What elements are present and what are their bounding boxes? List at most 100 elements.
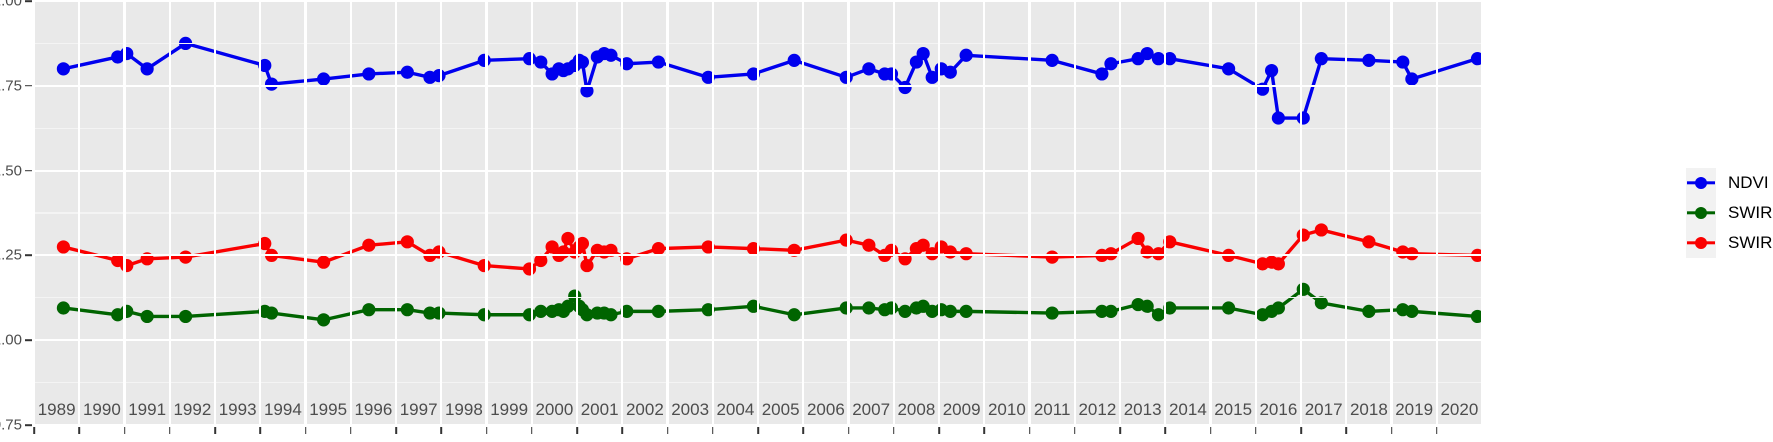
- data-point[interactable]: [400, 65, 414, 79]
- data-point[interactable]: [1405, 304, 1419, 318]
- data-point[interactable]: [1362, 304, 1376, 318]
- data-point[interactable]: [258, 236, 272, 251]
- data-point[interactable]: [1045, 250, 1059, 264]
- data-point[interactable]: [1140, 46, 1154, 61]
- data-point[interactable]: [1095, 304, 1109, 318]
- data-point[interactable]: [1163, 301, 1177, 315]
- data-point[interactable]: [701, 303, 715, 317]
- data-point[interactable]: [561, 231, 575, 246]
- data-point[interactable]: [534, 304, 548, 318]
- data-point[interactable]: [1045, 53, 1059, 67]
- data-point[interactable]: [701, 70, 715, 84]
- data-point[interactable]: [959, 304, 973, 318]
- data-point[interactable]: [1104, 304, 1118, 318]
- data-point[interactable]: [1163, 235, 1177, 249]
- data-point[interactable]: [140, 62, 154, 76]
- data-point[interactable]: [1163, 52, 1177, 66]
- data-point[interactable]: [959, 247, 973, 261]
- data-point[interactable]: [580, 84, 594, 98]
- data-point[interactable]: [787, 53, 801, 67]
- data-point[interactable]: [400, 235, 414, 249]
- legend-item-swir1[interactable]: SWIR1: [1686, 228, 1773, 258]
- data-point[interactable]: [620, 304, 634, 318]
- data-point[interactable]: [916, 238, 930, 252]
- data-point[interactable]: [264, 77, 279, 91]
- data-point[interactable]: [575, 236, 590, 251]
- data-point[interactable]: [1104, 57, 1118, 71]
- data-point[interactable]: [1405, 247, 1419, 261]
- data-point[interactable]: [925, 247, 939, 261]
- data-point[interactable]: [1362, 235, 1376, 249]
- data-point[interactable]: [862, 301, 876, 315]
- data-point[interactable]: [1314, 52, 1328, 66]
- data-point[interactable]: [1045, 306, 1059, 320]
- data-point[interactable]: [362, 67, 376, 81]
- data-point[interactable]: [898, 80, 912, 95]
- data-point[interactable]: [1104, 247, 1118, 261]
- data-point[interactable]: [1405, 72, 1419, 86]
- data-point[interactable]: [1222, 62, 1236, 76]
- legend-item-ndvi[interactable]: NDVI: [1686, 168, 1773, 198]
- data-point[interactable]: [534, 253, 548, 268]
- data-point[interactable]: [1314, 296, 1328, 310]
- data-point[interactable]: [620, 57, 634, 71]
- data-point[interactable]: [1264, 63, 1279, 78]
- data-point[interactable]: [1396, 55, 1410, 69]
- data-point[interactable]: [1470, 309, 1482, 324]
- data-point[interactable]: [575, 55, 590, 69]
- data-point[interactable]: [258, 58, 272, 73]
- data-point[interactable]: [651, 304, 666, 318]
- data-point[interactable]: [1151, 52, 1166, 66]
- data-point[interactable]: [561, 299, 575, 313]
- data-point[interactable]: [317, 313, 331, 327]
- data-point[interactable]: [423, 306, 437, 320]
- data-point[interactable]: [1271, 257, 1285, 271]
- data-point[interactable]: [317, 255, 331, 269]
- data-point[interactable]: [1140, 299, 1154, 313]
- data-point[interactable]: [1314, 223, 1328, 237]
- data-point[interactable]: [943, 304, 957, 318]
- legend-item-swir2[interactable]: SWIR2: [1686, 198, 1773, 228]
- data-point[interactable]: [580, 258, 594, 273]
- data-point[interactable]: [1222, 301, 1236, 315]
- data-point[interactable]: [787, 243, 801, 257]
- data-point[interactable]: [362, 238, 376, 252]
- data-point[interactable]: [746, 299, 761, 313]
- data-point[interactable]: [178, 309, 193, 324]
- data-point[interactable]: [604, 243, 618, 257]
- data-point[interactable]: [362, 303, 376, 317]
- data-point[interactable]: [862, 238, 876, 252]
- data-point[interactable]: [1362, 53, 1376, 67]
- data-point[interactable]: [787, 308, 801, 322]
- data-point[interactable]: [1131, 231, 1145, 246]
- data-point[interactable]: [604, 48, 618, 62]
- data-point[interactable]: [1151, 308, 1166, 322]
- data-point[interactable]: [1470, 52, 1482, 66]
- data-point[interactable]: [1151, 247, 1166, 261]
- data-point[interactable]: [534, 55, 548, 69]
- data-point[interactable]: [701, 240, 715, 254]
- data-point[interactable]: [56, 62, 71, 76]
- data-point[interactable]: [56, 240, 71, 254]
- data-point[interactable]: [651, 55, 666, 69]
- data-point[interactable]: [178, 250, 193, 264]
- data-point[interactable]: [746, 67, 761, 81]
- data-point[interactable]: [898, 304, 912, 318]
- data-point[interactable]: [56, 301, 71, 315]
- data-point[interactable]: [317, 72, 331, 86]
- data-point[interactable]: [1095, 67, 1109, 81]
- data-point[interactable]: [651, 242, 666, 256]
- data-point[interactable]: [943, 65, 957, 79]
- data-point[interactable]: [916, 46, 930, 61]
- data-point[interactable]: [264, 306, 279, 320]
- data-point[interactable]: [746, 242, 761, 256]
- data-point[interactable]: [604, 308, 618, 322]
- data-point[interactable]: [400, 303, 414, 317]
- data-point[interactable]: [862, 62, 876, 76]
- data-point[interactable]: [1271, 301, 1285, 315]
- data-point[interactable]: [925, 70, 939, 84]
- data-point[interactable]: [580, 308, 594, 322]
- data-point[interactable]: [959, 48, 973, 62]
- data-point[interactable]: [140, 309, 154, 324]
- data-point[interactable]: [1271, 111, 1285, 125]
